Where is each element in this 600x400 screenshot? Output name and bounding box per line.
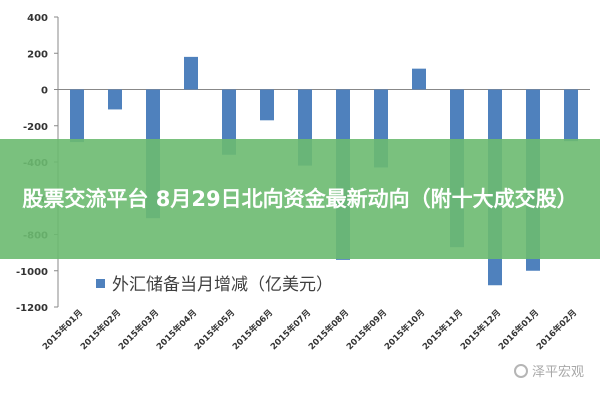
bar (222, 89, 236, 155)
watermark: 泽平宏观 (513, 361, 584, 380)
y-tick-label: 0 (41, 86, 48, 97)
y-tick-label: -1200 (16, 303, 48, 314)
legend-label: 外汇储备当月增减（亿美元） (112, 275, 333, 295)
chart-legend: 外汇储备当月增减（亿美元） (96, 275, 333, 295)
bar (108, 89, 122, 110)
y-tick-label: 200 (27, 49, 48, 60)
legend-swatch (96, 279, 105, 288)
bar (70, 89, 84, 143)
bar (184, 56, 198, 90)
x-tick-label: 2016年02月 (534, 307, 579, 352)
banner-title: 股票交流平台 8月29日北向资金最新动向（附十大成交股） (22, 187, 578, 211)
bar (412, 68, 426, 90)
title-banner: 股票交流平台 8月29日北向资金最新动向（附十大成交股） (0, 139, 600, 259)
bar (564, 89, 578, 142)
y-tick-label: 400 (27, 13, 48, 24)
bar (260, 89, 274, 121)
watermark-text: 泽平宏观 (531, 365, 584, 380)
wechat-icon (513, 363, 528, 378)
y-tick-label: -200 (23, 122, 48, 133)
x-tick-labels: 2015年01月2015年02月2015年03月2015年04月2015年05月… (40, 307, 579, 352)
y-tick-label: -1000 (16, 267, 48, 278)
